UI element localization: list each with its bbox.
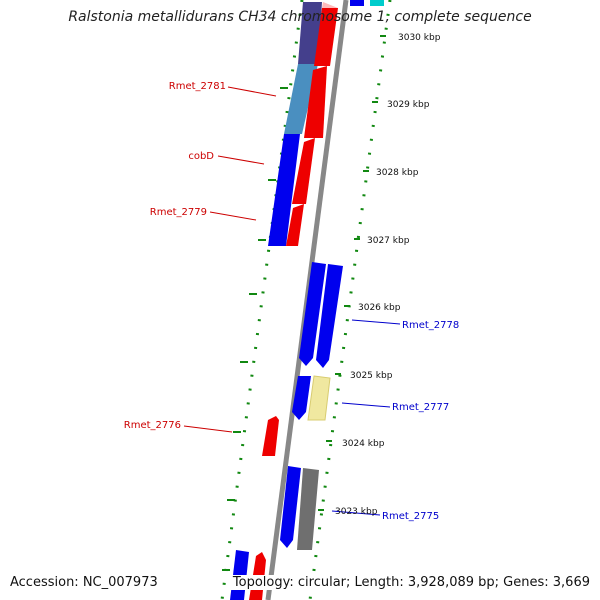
tick-label: 3028 kbp (376, 168, 419, 178)
gene-block (370, 0, 384, 6)
gene-block (304, 66, 327, 138)
leader-line (331, 510, 381, 516)
tick-label: 3030 kbp (398, 33, 441, 43)
tick-marks (222, 35, 386, 571)
tick-label: 3027 kbp (367, 236, 410, 246)
gene-block (307, 375, 331, 421)
tick-label: 3025 kbp (350, 371, 393, 381)
gene-block (286, 204, 304, 246)
tick-label: 3024 kbp (342, 439, 385, 449)
gene-block (314, 8, 338, 66)
gc-track-left (220, 0, 304, 600)
gene-label-cobd[interactable]: cobD (188, 151, 214, 162)
leader-line (341, 402, 391, 408)
gene-label-rmet-2777[interactable]: Rmet_2777 (392, 402, 449, 413)
leader-line (217, 155, 265, 165)
gene-label-rmet-2781[interactable]: Rmet_2781 (169, 81, 226, 92)
leader-line (183, 425, 233, 433)
leader-line (209, 211, 257, 221)
gene-label-rmet-2776[interactable]: Rmet_2776 (124, 420, 181, 431)
tick-label: 3029 kbp (387, 100, 430, 110)
gene-block (299, 262, 326, 366)
gene-block (322, 2, 338, 8)
tick-label: 3023 kbp (335, 507, 378, 517)
gene-block (284, 64, 318, 134)
gene-block (292, 138, 315, 204)
leader-line (351, 319, 401, 325)
gene-block (262, 416, 279, 456)
gene-label-rmet-2775[interactable]: Rmet_2775 (382, 511, 439, 522)
gene-block (297, 468, 319, 550)
gene-label-rmet-2778[interactable]: Rmet_2778 (402, 320, 459, 331)
gene-block (292, 376, 311, 420)
leader-line (227, 86, 277, 97)
gene-block (298, 2, 322, 64)
map-title: Ralstonia metallidurans CH34 chromosome … (68, 9, 532, 25)
gene-block (280, 466, 301, 548)
gene-block (268, 134, 300, 246)
gc-track-right (308, 0, 392, 600)
tick-label: 3026 kbp (358, 303, 401, 313)
gene-block (350, 0, 364, 6)
summary-label: Topology: circular; Length: 3,928,089 bp… (230, 575, 592, 590)
gene-label-rmet-2779[interactable]: Rmet_2779 (150, 207, 207, 218)
accession-label: Accession: NC_007973 (8, 575, 160, 590)
gene-block (316, 264, 343, 368)
